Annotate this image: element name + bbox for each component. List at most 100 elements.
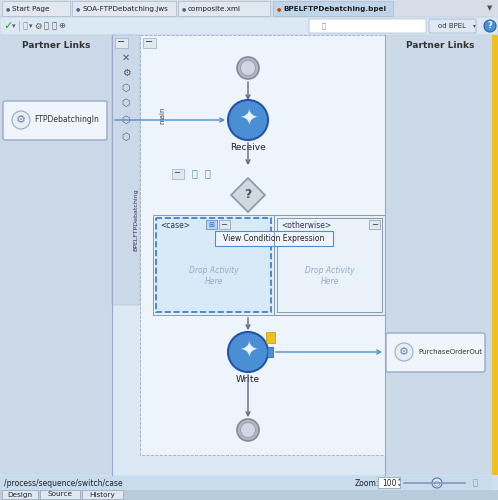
Text: ●: ● xyxy=(76,6,80,11)
Text: Partner Links: Partner Links xyxy=(22,40,90,50)
Text: <case>: <case> xyxy=(160,222,190,230)
Text: −: − xyxy=(221,220,228,230)
Text: ✦: ✦ xyxy=(239,110,257,130)
Text: ✕: ✕ xyxy=(122,53,130,63)
Text: ✦: ✦ xyxy=(239,342,257,362)
FancyBboxPatch shape xyxy=(277,218,382,312)
FancyBboxPatch shape xyxy=(153,215,385,315)
Text: Design: Design xyxy=(7,492,32,498)
Text: |: | xyxy=(17,20,20,31)
Text: −: − xyxy=(145,38,153,48)
FancyBboxPatch shape xyxy=(72,1,176,16)
Text: ▼: ▼ xyxy=(397,484,400,488)
Text: 🔒: 🔒 xyxy=(473,478,478,488)
FancyBboxPatch shape xyxy=(309,19,426,33)
FancyBboxPatch shape xyxy=(377,476,400,488)
Text: /process/sequence/switch/case: /process/sequence/switch/case xyxy=(4,478,123,488)
Text: Receive: Receive xyxy=(230,144,266,152)
Text: ⬡: ⬡ xyxy=(122,132,130,142)
FancyBboxPatch shape xyxy=(171,168,183,178)
Polygon shape xyxy=(231,178,265,212)
Text: ⬡: ⬡ xyxy=(122,83,130,93)
FancyBboxPatch shape xyxy=(3,101,107,140)
Circle shape xyxy=(12,111,30,129)
Text: PurchaseOrderOut: PurchaseOrderOut xyxy=(418,349,482,355)
Text: −: − xyxy=(117,38,125,48)
Text: 🔳: 🔳 xyxy=(51,22,56,30)
FancyBboxPatch shape xyxy=(369,220,380,230)
Circle shape xyxy=(395,343,413,361)
Circle shape xyxy=(241,422,255,438)
FancyBboxPatch shape xyxy=(219,220,230,230)
FancyBboxPatch shape xyxy=(0,35,112,475)
FancyBboxPatch shape xyxy=(178,1,270,16)
Text: ▾: ▾ xyxy=(473,24,476,28)
Text: 100: 100 xyxy=(382,478,396,488)
Circle shape xyxy=(228,100,268,140)
FancyBboxPatch shape xyxy=(206,220,217,230)
Text: BPELFTPDebatching.bpel: BPELFTPDebatching.bpel xyxy=(283,6,386,12)
FancyBboxPatch shape xyxy=(429,19,476,33)
FancyBboxPatch shape xyxy=(215,231,333,246)
Text: ⬡: ⬡ xyxy=(122,115,130,125)
Text: ▾: ▾ xyxy=(12,23,16,29)
FancyBboxPatch shape xyxy=(0,476,492,490)
Text: ⬡: ⬡ xyxy=(434,480,440,486)
Text: ⚙: ⚙ xyxy=(399,347,409,357)
Circle shape xyxy=(241,60,255,76)
Text: ●: ● xyxy=(277,6,281,11)
Text: ?: ? xyxy=(488,22,493,30)
Text: ⚙: ⚙ xyxy=(34,22,42,30)
Text: Drop Activity
Here: Drop Activity Here xyxy=(305,266,354,286)
Text: Source: Source xyxy=(47,492,73,498)
FancyBboxPatch shape xyxy=(385,35,492,475)
FancyBboxPatch shape xyxy=(266,332,275,343)
FancyBboxPatch shape xyxy=(2,490,38,499)
Text: ●: ● xyxy=(6,6,10,11)
Text: 🔍: 🔍 xyxy=(322,22,326,30)
FancyBboxPatch shape xyxy=(82,490,123,499)
Text: ⊕: ⊕ xyxy=(58,22,66,30)
FancyBboxPatch shape xyxy=(142,38,155,48)
Circle shape xyxy=(484,20,496,32)
Circle shape xyxy=(432,478,442,488)
Text: Zoom:: Zoom: xyxy=(355,478,379,488)
Text: BPELFTPDebatching: BPELFTPDebatching xyxy=(133,188,138,252)
Text: ●: ● xyxy=(182,6,186,11)
FancyBboxPatch shape xyxy=(267,347,273,357)
FancyBboxPatch shape xyxy=(156,218,271,312)
Text: od BPEL: od BPEL xyxy=(438,23,466,29)
Text: 🔖: 🔖 xyxy=(22,22,27,30)
Text: Partner Links: Partner Links xyxy=(406,40,474,50)
Text: ▼: ▼ xyxy=(488,6,493,12)
Text: Write: Write xyxy=(236,376,260,384)
Text: ✓: ✓ xyxy=(3,21,12,31)
Text: ⬛: ⬛ xyxy=(43,22,48,30)
FancyBboxPatch shape xyxy=(492,35,498,475)
Text: Start Page: Start Page xyxy=(12,6,49,12)
Text: SOA-FTPDebatching.jws: SOA-FTPDebatching.jws xyxy=(82,6,168,12)
Text: 👤: 👤 xyxy=(191,168,197,178)
Text: FTPDebatchingIn: FTPDebatchingIn xyxy=(34,116,100,124)
Text: ▾: ▾ xyxy=(29,23,33,29)
FancyBboxPatch shape xyxy=(2,1,70,16)
Text: Drop Activity
Here: Drop Activity Here xyxy=(189,266,239,286)
Text: composite.xml: composite.xml xyxy=(188,6,241,12)
FancyBboxPatch shape xyxy=(273,1,393,16)
FancyBboxPatch shape xyxy=(140,35,385,455)
Text: main: main xyxy=(159,106,165,124)
FancyBboxPatch shape xyxy=(112,35,140,305)
Text: ⬡: ⬡ xyxy=(122,98,130,108)
Text: ⊞: ⊞ xyxy=(208,222,214,228)
Text: <otherwise>: <otherwise> xyxy=(281,222,331,230)
Circle shape xyxy=(237,419,259,441)
Text: ⚙: ⚙ xyxy=(16,115,26,125)
FancyBboxPatch shape xyxy=(0,0,498,17)
Circle shape xyxy=(228,332,268,372)
Text: ▲: ▲ xyxy=(397,478,400,482)
Text: −: − xyxy=(173,168,180,177)
FancyBboxPatch shape xyxy=(115,38,127,48)
Text: History: History xyxy=(90,492,116,498)
FancyBboxPatch shape xyxy=(0,17,498,35)
FancyBboxPatch shape xyxy=(0,490,498,500)
